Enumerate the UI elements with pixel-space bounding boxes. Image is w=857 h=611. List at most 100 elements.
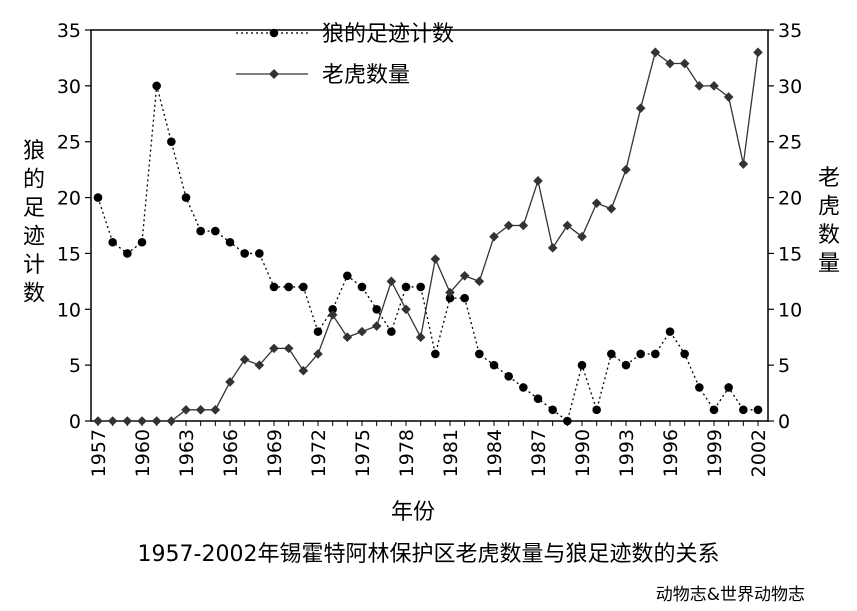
- left-tick-label: 25: [57, 132, 81, 154]
- tiger-point: [357, 326, 367, 337]
- x-tick-label: 1981: [440, 429, 462, 477]
- tiger-point: [401, 304, 411, 315]
- tiger-point: [371, 321, 382, 331]
- tiger-point: [210, 405, 221, 415]
- right-tick-label: 30: [778, 76, 802, 98]
- axis-title-char: 数: [818, 223, 840, 248]
- wolf-point: [152, 81, 161, 91]
- x-axis: 1957 1960 1963 1966 1969 1972 1975 1978 1981 1984…: [88, 421, 770, 477]
- x-tick-label: 1999: [704, 429, 726, 477]
- wolf-point: [753, 405, 763, 415]
- tiger-point: [503, 220, 514, 231]
- wolf-point: [621, 360, 631, 370]
- tiger-point: [386, 276, 397, 287]
- left-axis: 0 5 10 15 20 25 30 35: [57, 20, 91, 433]
- tiger-point: [430, 254, 441, 264]
- axis-title-char: 迹: [23, 225, 45, 250]
- right-tick-label: 10: [778, 299, 802, 321]
- wolf-point: [592, 405, 601, 415]
- wolf-point: [489, 360, 499, 370]
- axis-title-char: 足: [23, 196, 45, 221]
- wolf-point: [225, 237, 235, 247]
- tiger-point: [459, 270, 470, 281]
- tiger-point: [269, 343, 279, 354]
- x-tick-label: 1984: [484, 429, 506, 477]
- tiger-point: [547, 243, 558, 253]
- tiger-point: [665, 58, 675, 69]
- wolf-point: [167, 137, 176, 147]
- wolf-point: [211, 226, 220, 236]
- tiger-point: [577, 231, 587, 242]
- left-tick-label: 0: [69, 411, 81, 433]
- x-tick-label: 1987: [528, 429, 550, 477]
- wolf-point: [137, 237, 147, 247]
- left-tick-label: 15: [57, 243, 81, 265]
- tiger-point: [166, 416, 177, 426]
- wolf-point: [563, 416, 572, 426]
- series-markers: [93, 47, 763, 426]
- wolf-point: [548, 405, 557, 415]
- tiger-point: [753, 47, 763, 58]
- wolf-point: [328, 304, 337, 314]
- x-tick-label: 1963: [176, 429, 198, 477]
- wolf-point: [533, 394, 543, 403]
- wolf-point: [607, 349, 616, 359]
- tiger-point: [489, 231, 499, 242]
- tiger-point: [107, 416, 118, 426]
- tiger-point: [254, 360, 265, 370]
- x-tick-label: 1972: [308, 429, 330, 477]
- x-tick-label: 2002: [748, 429, 770, 477]
- wolf-point: [313, 327, 323, 336]
- tiger-point: [137, 416, 147, 426]
- right-axis: 0 5 10 15 20 25 30 35: [768, 20, 802, 433]
- left-tick-label: 20: [57, 188, 81, 210]
- left-tick-label: 35: [57, 20, 81, 42]
- wolf-point: [577, 360, 587, 370]
- tiger-point: [591, 198, 602, 208]
- x-tick-label: 1975: [352, 429, 374, 477]
- x-tick-label: 1993: [616, 429, 638, 477]
- wolf-point: [460, 293, 469, 303]
- axis-title-char: 计: [23, 253, 45, 278]
- wolf-point: [108, 237, 117, 247]
- wolf-point: [665, 327, 675, 336]
- legend-wolf-marker: [269, 28, 279, 38]
- tiger-point: [621, 164, 631, 175]
- x-tick-label: 1969: [264, 429, 286, 477]
- x-tick-label: 1966: [220, 429, 242, 477]
- tiger-point: [181, 405, 191, 415]
- left-tick-label: 5: [69, 355, 81, 377]
- wolf-point: [739, 405, 748, 415]
- axis-title-char: 量: [818, 252, 840, 277]
- wolf-point: [401, 282, 411, 292]
- right-tick-label: 20: [778, 188, 802, 210]
- tiger-point: [474, 276, 485, 287]
- wolf-point: [636, 349, 645, 359]
- axis-title-char: 虎: [818, 195, 840, 220]
- tiger-point: [225, 377, 235, 387]
- left-tick-label: 30: [57, 76, 81, 98]
- tiger-point: [327, 310, 338, 320]
- tiger-point: [679, 58, 690, 69]
- x-tick-label: 1957: [88, 429, 110, 477]
- source-credit: 动物志&世界动物志: [655, 585, 805, 605]
- x-tick-label: 1996: [660, 429, 682, 477]
- wolf-point: [695, 383, 704, 392]
- plot-border: [90, 29, 769, 422]
- wolf-point: [519, 383, 528, 392]
- tiger-point: [151, 416, 162, 426]
- right-axis-title: 老虎数量: [818, 166, 840, 277]
- axis-title-char: 狼: [23, 139, 45, 164]
- axis-title-char: 数: [23, 282, 45, 307]
- right-tick-label: 35: [778, 20, 802, 42]
- wolf-point: [181, 193, 191, 202]
- wolf-point: [651, 349, 660, 359]
- x-axis-title: 年份: [391, 500, 435, 525]
- wolf-point: [680, 349, 689, 359]
- tiger-point: [415, 332, 426, 343]
- tiger-point: [342, 332, 353, 343]
- wolf-series-line: [97, 85, 758, 423]
- tiger-point: [518, 220, 529, 231]
- wolf-point: [387, 327, 396, 336]
